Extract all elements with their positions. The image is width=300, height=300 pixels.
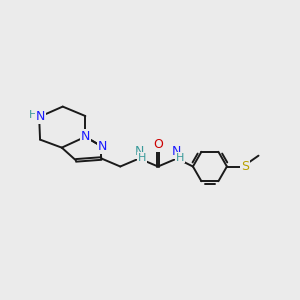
Text: N: N bbox=[134, 146, 144, 158]
Text: N: N bbox=[81, 130, 90, 143]
Text: S: S bbox=[241, 160, 249, 173]
Text: O: O bbox=[153, 138, 163, 151]
Text: H: H bbox=[29, 110, 37, 120]
Text: N: N bbox=[172, 146, 182, 158]
Text: H: H bbox=[138, 152, 146, 163]
Text: N: N bbox=[36, 110, 45, 124]
Text: H: H bbox=[176, 152, 184, 163]
Text: N: N bbox=[98, 140, 107, 153]
